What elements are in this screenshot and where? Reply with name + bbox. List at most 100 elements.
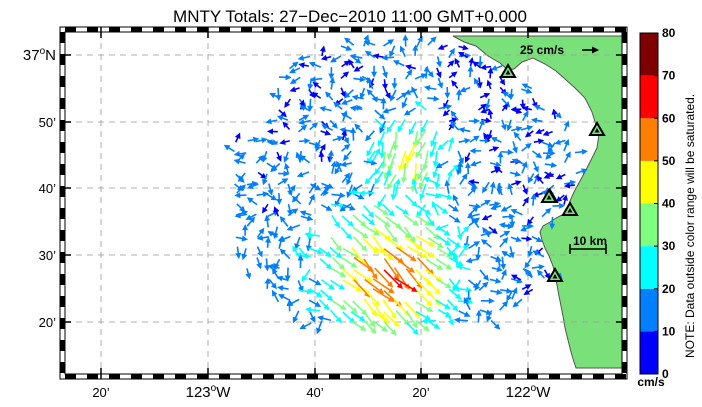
vector-arrowhead	[262, 206, 268, 214]
vector-arrowhead	[420, 126, 426, 134]
vector-arrowhead	[532, 250, 540, 257]
vector-arrowhead	[343, 92, 351, 99]
vector-arrowhead	[521, 161, 528, 168]
vector-arrowhead	[544, 272, 550, 280]
vector-arrowhead	[354, 57, 362, 64]
vector-arrowhead	[563, 182, 571, 189]
vector-arrowhead	[371, 71, 378, 78]
vector-arrowhead	[401, 101, 408, 109]
current-vector	[342, 279, 360, 291]
vector-arrowhead	[467, 298, 474, 305]
vector-arrowhead	[520, 225, 527, 232]
vector-arrowhead	[497, 183, 503, 190]
vector-arrowhead	[437, 242, 444, 248]
vector-arrowhead	[429, 150, 436, 158]
vector-arrowhead	[411, 200, 418, 208]
vector-arrowhead	[341, 129, 347, 137]
vector-arrowhead	[372, 53, 380, 60]
vector-arrowhead	[474, 77, 480, 85]
vector-arrowhead	[476, 82, 483, 89]
vector-arrowhead	[487, 67, 494, 74]
vector-arrowhead	[309, 76, 316, 83]
vector-arrowhead	[306, 288, 314, 295]
vector-arrowhead	[387, 296, 395, 303]
vector-arrowhead	[346, 178, 352, 186]
vector-arrowhead	[299, 155, 307, 162]
vector-arrowhead	[392, 60, 400, 66]
vector-arrowhead	[387, 153, 393, 160]
vector-arrowhead	[400, 177, 407, 184]
vector-arrowhead	[451, 80, 458, 87]
vector-arrowhead	[299, 105, 307, 111]
vector-arrowhead	[412, 328, 419, 336]
vector-arrowhead	[353, 66, 361, 72]
vector-arrowhead	[249, 216, 256, 224]
vector-arrowhead	[350, 261, 358, 268]
current-vector	[393, 298, 409, 315]
vector-arrowhead	[307, 105, 314, 112]
vector-arrowhead	[297, 54, 305, 61]
vector-arrowhead	[390, 312, 397, 320]
vector-arrowhead	[289, 86, 297, 93]
vector-arrowhead	[494, 201, 501, 208]
vector-arrowhead	[291, 195, 299, 202]
vector-arrowhead	[284, 162, 290, 170]
vector-arrowhead	[500, 206, 508, 212]
vector-arrowhead	[452, 164, 460, 171]
vector-arrowhead	[522, 188, 528, 195]
vector-arrowhead	[433, 95, 440, 102]
vector-arrowhead	[484, 199, 491, 206]
vector-arrowhead	[482, 226, 489, 234]
current-vector	[414, 268, 431, 285]
vector-arrowhead	[437, 144, 444, 151]
current-vector	[424, 277, 440, 294]
vector-arrowhead	[470, 186, 477, 194]
vector-arrowhead	[341, 99, 348, 105]
vector-arrowhead	[488, 297, 495, 304]
vector-arrowhead	[266, 128, 274, 135]
vector-arrowhead	[279, 248, 287, 255]
vector-arrowhead	[237, 175, 244, 182]
vector-arrowhead	[339, 192, 346, 199]
vector-arrowhead	[455, 88, 462, 96]
vector-arrowhead	[396, 282, 404, 289]
vector-arrowhead	[495, 255, 502, 263]
vector-arrowhead	[387, 254, 395, 261]
vector-arrowhead	[266, 139, 273, 146]
vector-arrowhead	[512, 146, 518, 154]
vector-arrowhead	[304, 231, 311, 238]
vector-arrowhead	[307, 83, 314, 91]
vector-arrowhead	[526, 125, 534, 131]
vector-arrowhead	[235, 252, 242, 260]
vector-arrowhead	[435, 71, 442, 79]
current-vector	[374, 267, 392, 286]
vector-arrowhead	[340, 112, 348, 119]
vector-arrowhead	[526, 235, 533, 242]
vector-arrowhead	[347, 220, 354, 227]
vector-arrowhead	[432, 171, 439, 179]
vector-arrowhead	[285, 74, 292, 81]
vector-arrowhead	[399, 45, 406, 53]
vector-arrowhead	[314, 184, 322, 191]
vector-arrowhead	[530, 193, 537, 200]
vector-arrowhead	[468, 179, 475, 185]
vector-arrowhead	[264, 277, 271, 284]
vector-arrowhead	[361, 245, 368, 252]
vector-arrowhead	[484, 103, 491, 111]
vector-arrowhead	[482, 281, 489, 289]
vector-arrowhead	[283, 170, 290, 177]
vector-arrowhead	[289, 78, 297, 85]
vector-arrowhead	[397, 257, 405, 264]
vector-arrowhead	[292, 61, 299, 68]
vector-arrowhead	[265, 236, 272, 243]
lat-label: 30’	[39, 248, 56, 263]
vector-arrowhead	[258, 227, 265, 235]
vector-arrowhead	[355, 285, 362, 292]
vector-arrowhead	[333, 101, 340, 108]
colorbar-tick-labels: 0 10 20 30 40 50 60 70 80	[662, 26, 676, 381]
vector-arrowhead	[389, 50, 395, 58]
vector-arrowhead	[299, 323, 307, 330]
current-vector	[416, 235, 433, 246]
vector-arrowhead	[300, 124, 308, 131]
